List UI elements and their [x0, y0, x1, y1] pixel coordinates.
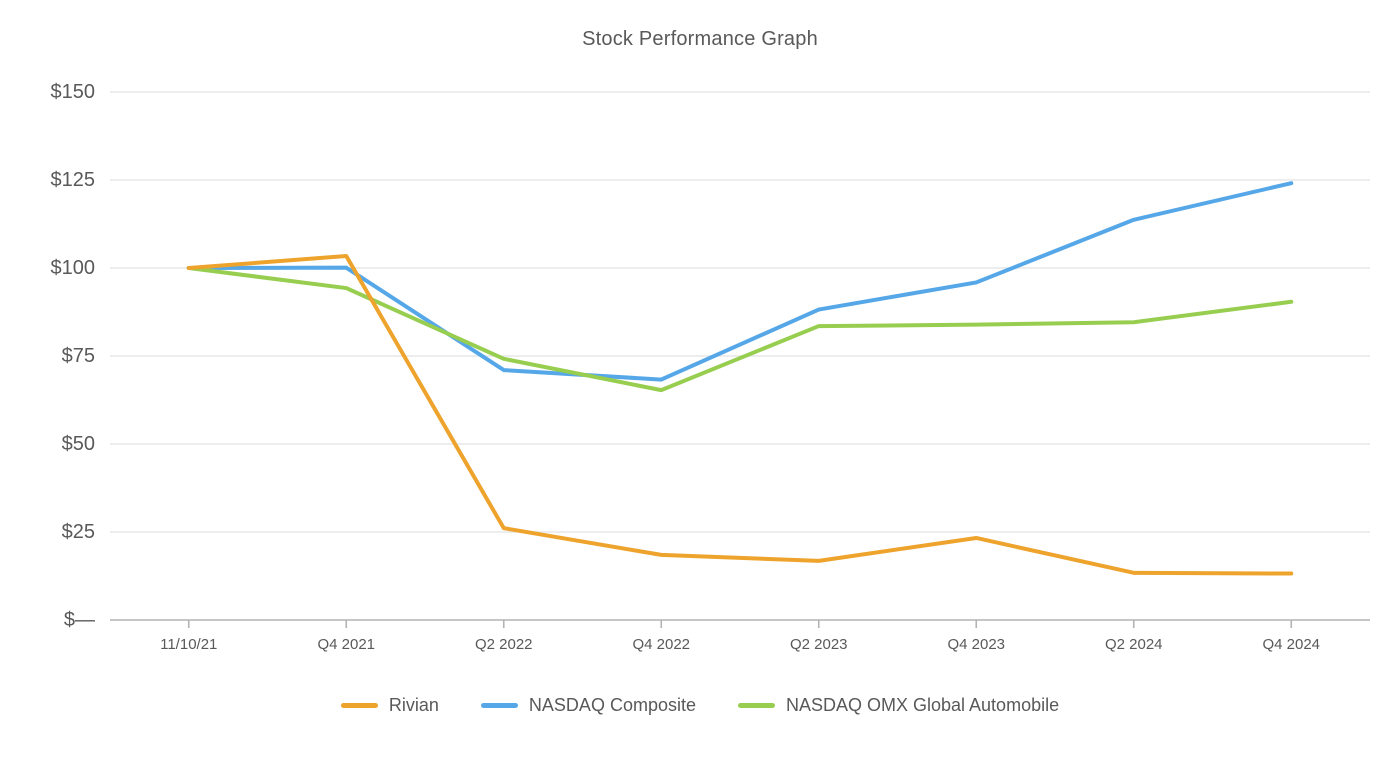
y-axis-label: $150 — [50, 81, 96, 103]
legend-label-nasdaq-composite: NASDAQ Composite — [528, 694, 696, 715]
chart-title: Stock Performance Graph — [582, 28, 818, 50]
y-axis-label: $100 — [50, 257, 96, 279]
legend-item-nasdaq-composite: NASDAQ Composite — [480, 694, 696, 716]
y-axis-label: $50 — [61, 433, 95, 455]
series-line-nasdaq-omx-global-automobile — [186, 266, 1294, 393]
legend-swatch-nasdaq-omx-global-automobile-icon — [737, 702, 775, 708]
legend-swatch-nasdaq-composite-icon — [480, 702, 518, 708]
legend: Rivian NASDAQ Composite NASDAQ OMX Globa… — [0, 691, 1400, 719]
legend-item-rivian: Rivian — [340, 694, 439, 716]
series-line-nasdaq-composite — [186, 181, 1294, 382]
y-axis-label: $125 — [50, 169, 96, 191]
y-axis-label: $75 — [61, 345, 95, 367]
x-axis-label: Q4 2024 — [1262, 636, 1321, 653]
x-axis-label: Q2 2024 — [1104, 636, 1163, 653]
x-axis-label: Q2 2022 — [474, 636, 533, 653]
y-axis-label: $— — [63, 609, 95, 631]
x-axis-label: 11/10/21 — [160, 636, 218, 653]
x-axis-label: Q2 2023 — [789, 636, 848, 653]
x-axis-label: Q4 2022 — [632, 636, 691, 653]
legend-item-nasdaq-omx-global-automobile: NASDAQ OMX Global Automobile — [737, 694, 1060, 716]
y-axis-label: $25 — [61, 521, 95, 543]
x-axis-label: Q4 2021 — [317, 636, 376, 653]
legend-label-rivian: Rivian — [388, 694, 439, 715]
x-axis-label: Q4 2023 — [947, 636, 1006, 653]
series-line-rivian — [186, 254, 1294, 576]
legend-label-nasdaq-omx-global-automobile: NASDAQ OMX Global Automobile — [785, 694, 1060, 715]
legend-swatch-rivian-icon — [340, 702, 378, 708]
